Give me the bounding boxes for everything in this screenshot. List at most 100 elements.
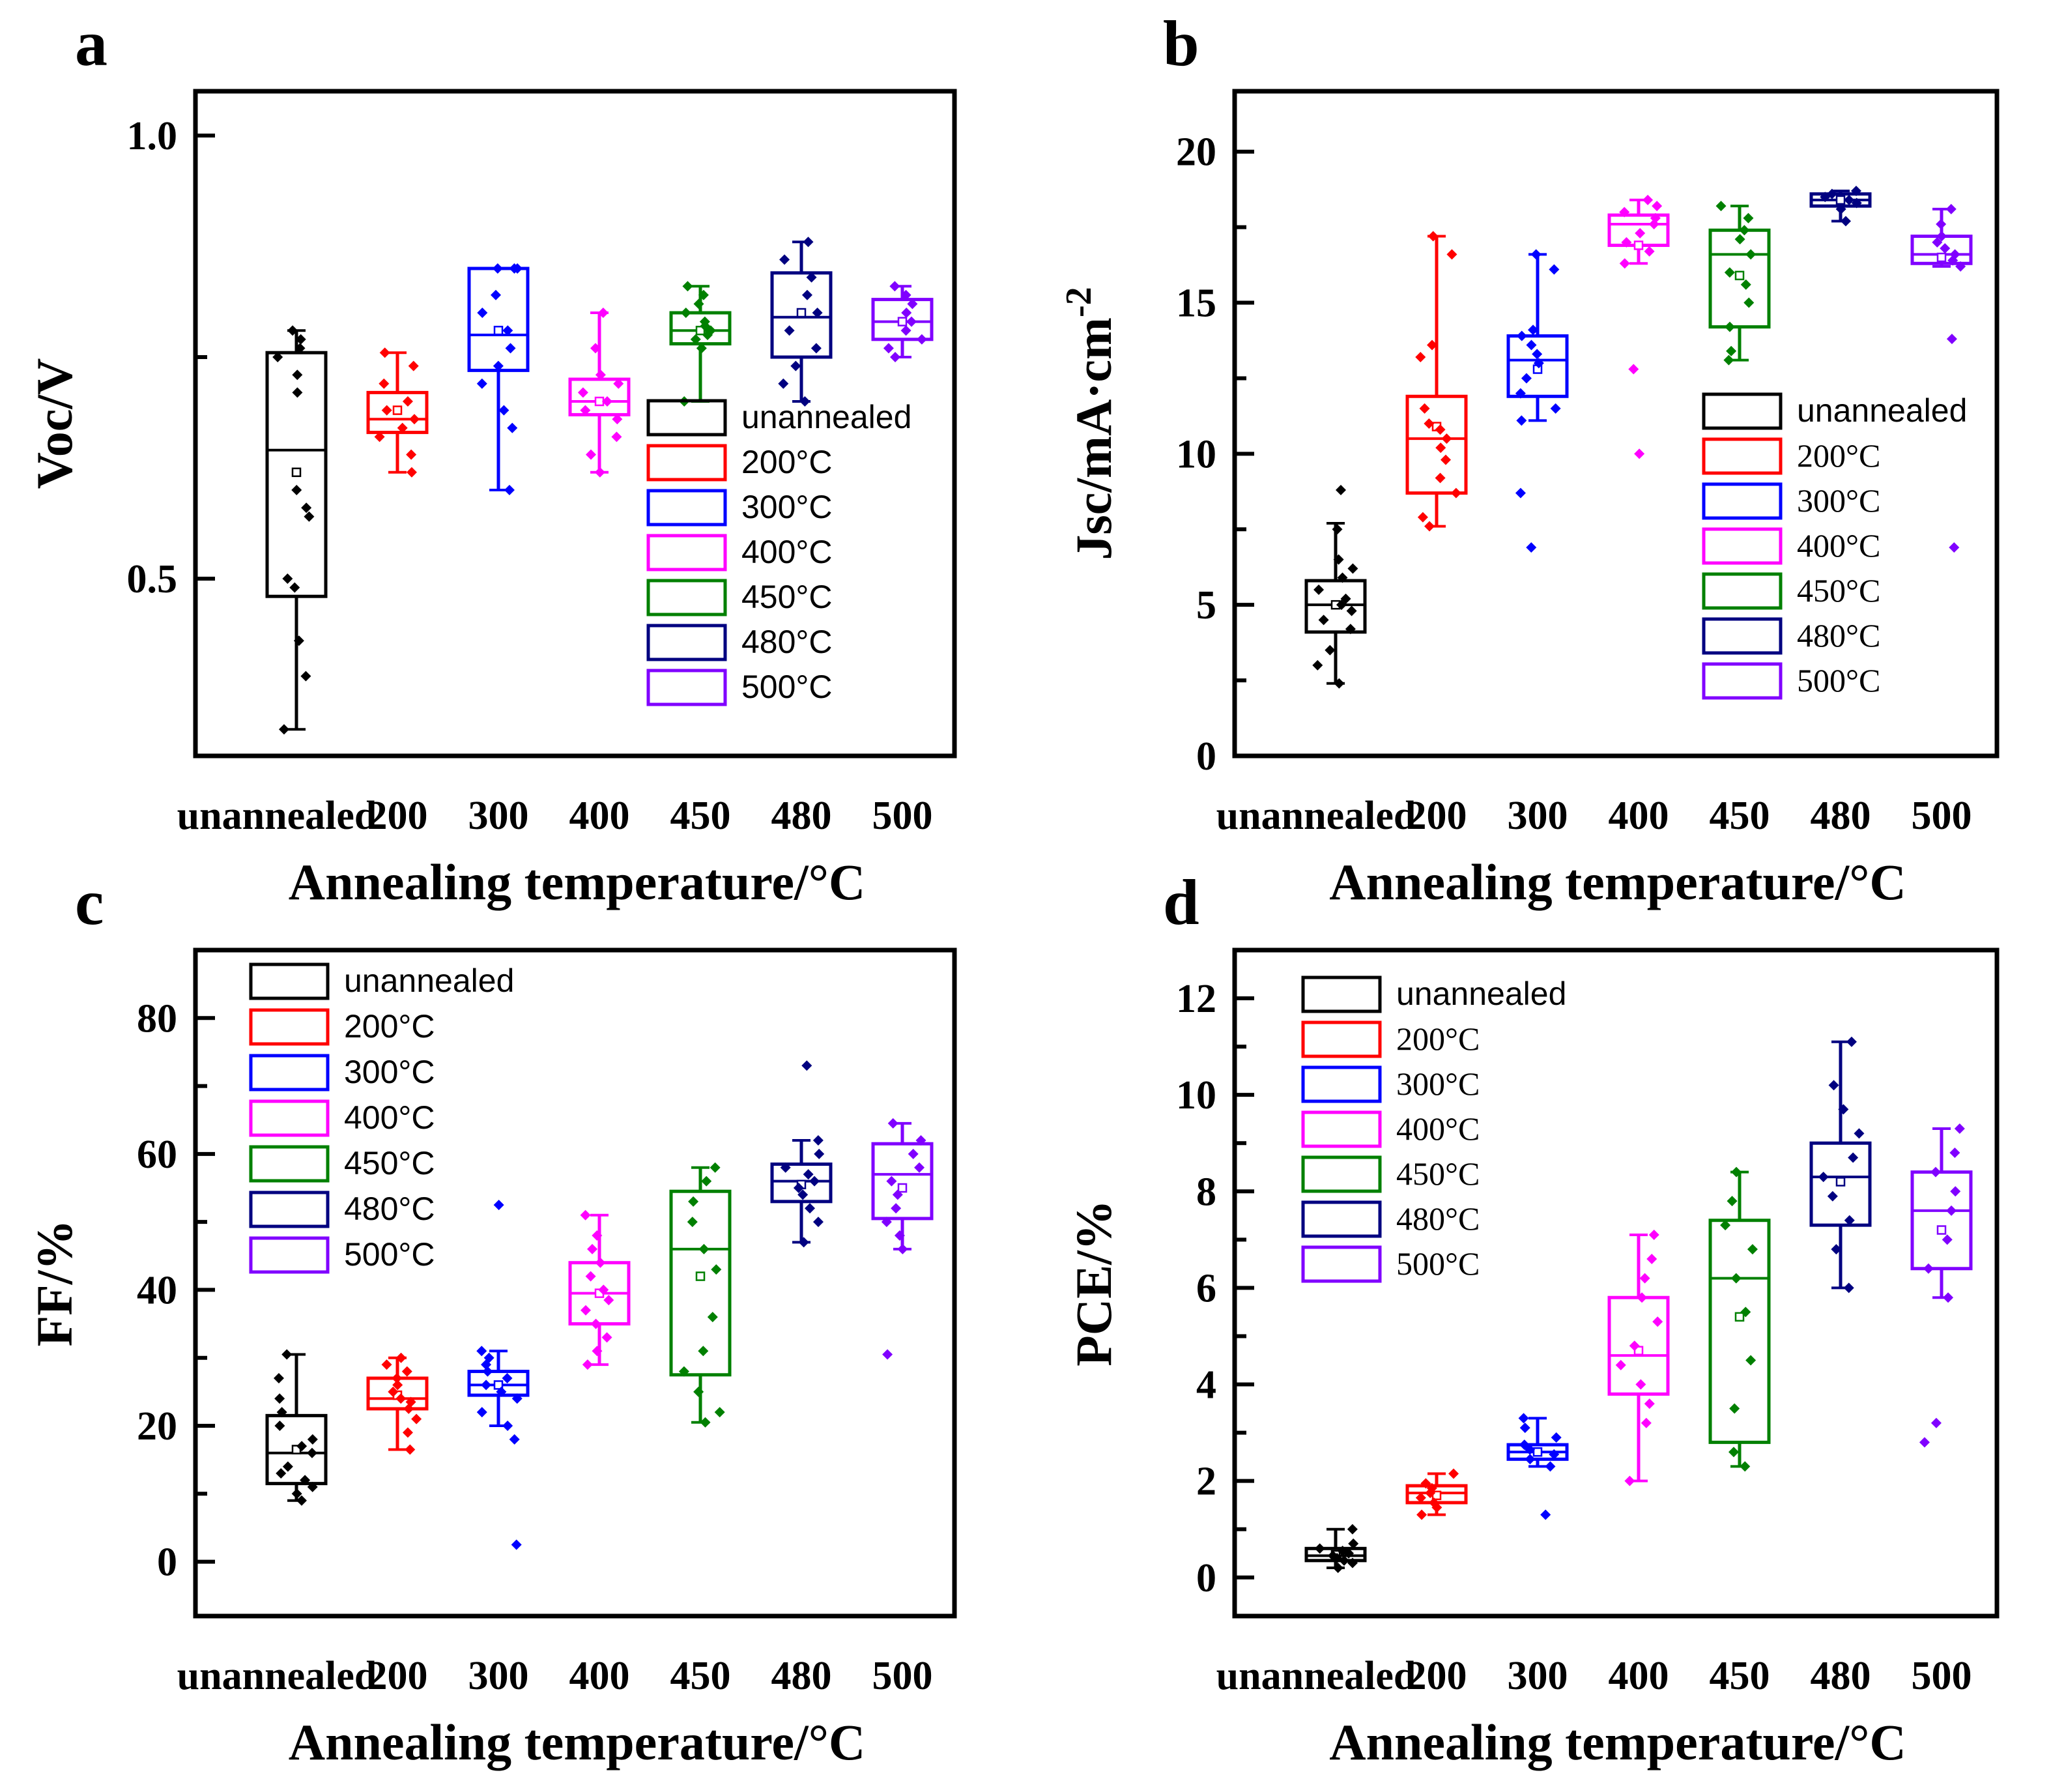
legend-label: 450°C	[344, 1145, 435, 1181]
x-tick-label: 300	[1508, 1654, 1568, 1698]
data-point	[812, 308, 823, 318]
data-point	[1720, 1220, 1731, 1231]
data-point	[587, 1243, 598, 1254]
data-point	[1528, 325, 1539, 336]
data-point	[483, 1352, 495, 1363]
data-point	[901, 308, 912, 318]
legend-swatch	[249, 1099, 330, 1137]
data-point	[1416, 1509, 1427, 1520]
data-point	[595, 1257, 606, 1268]
data-point	[1348, 1538, 1359, 1549]
data-point	[1615, 1359, 1626, 1370]
data-point	[289, 582, 300, 593]
data-point	[1628, 364, 1639, 375]
x-tick-label: unannealed	[177, 1654, 377, 1698]
data-point	[1335, 485, 1346, 495]
data-point	[810, 343, 822, 354]
mean-marker	[1734, 1312, 1745, 1322]
iqr-box	[669, 311, 732, 346]
data-point	[594, 467, 605, 478]
legend-label: 480°C	[1396, 1200, 1480, 1237]
data-point	[1949, 542, 1960, 553]
data-point	[1347, 1557, 1358, 1568]
data-point	[597, 308, 609, 318]
data-point	[1325, 644, 1336, 656]
x-tick-label: 300	[468, 1654, 529, 1698]
box-500	[871, 285, 934, 358]
legend-swatch	[1702, 662, 1783, 700]
data-point	[907, 298, 918, 310]
y-tick-label: 6	[1196, 1266, 1216, 1310]
data-point	[883, 343, 894, 354]
data-point	[1340, 593, 1351, 604]
y-tick-label: 2	[1196, 1460, 1216, 1504]
legend: unannealed 200°C 300°C 400°C 450°C 480°C 500°C	[646, 399, 911, 706]
data-point	[803, 237, 814, 248]
x-tick-label: 500	[1912, 1654, 1972, 1698]
data-point	[1724, 267, 1735, 278]
data-point	[1446, 249, 1457, 260]
data-point	[1424, 418, 1435, 429]
legend-label: 480°C	[741, 624, 833, 660]
data-point	[1441, 433, 1452, 444]
legend-swatch	[1702, 617, 1783, 655]
y-axis-title: FF/%	[26, 1220, 83, 1347]
y-tick-label: 1.0	[127, 114, 178, 158]
data-point	[1844, 1215, 1855, 1226]
data-point	[1419, 403, 1430, 414]
data-point	[1854, 1128, 1865, 1139]
data-point	[892, 1189, 903, 1200]
data-point	[1846, 1036, 1857, 1047]
x-tick-label: 200	[367, 1654, 428, 1698]
data-point	[1644, 246, 1655, 257]
data-point	[276, 1407, 287, 1418]
data-point	[1516, 330, 1527, 341]
legend-label: 300°C	[1797, 482, 1880, 519]
data-point	[698, 289, 709, 300]
data-point	[682, 281, 693, 292]
data-point	[1435, 424, 1446, 435]
data-point	[1515, 388, 1526, 399]
y-tick-label: 10	[1176, 432, 1216, 476]
data-point	[915, 1135, 926, 1146]
x-tick-label: 500	[1912, 794, 1972, 838]
box-200	[366, 1356, 429, 1451]
data-point	[395, 1393, 407, 1404]
legend-swatch	[249, 1008, 330, 1046]
x-tick-label: 400	[1609, 794, 1669, 838]
legend-label: 450°C	[741, 579, 833, 615]
x-tick-label: unannealed	[1216, 794, 1416, 838]
data-point	[379, 347, 390, 358]
data-point	[582, 1359, 593, 1370]
data-point	[592, 1230, 603, 1241]
x-tick-label: 450	[1710, 1654, 1770, 1698]
legend-label: unannealed	[1797, 392, 1967, 429]
box-unannealed	[1304, 522, 1367, 685]
box-300	[1506, 1417, 1569, 1468]
data-point	[296, 1441, 308, 1452]
legend-swatch	[646, 624, 727, 661]
data-point	[1740, 279, 1751, 290]
data-point	[476, 1407, 487, 1418]
data-point	[1515, 487, 1526, 499]
data-point	[1519, 1423, 1530, 1434]
x-tick-label: 480	[1811, 794, 1871, 838]
data-point	[490, 289, 501, 300]
data-point	[281, 1349, 293, 1360]
data-point	[1619, 207, 1630, 218]
x-tick-label: 200	[1407, 1654, 1467, 1698]
data-point	[699, 316, 710, 327]
data-point	[611, 431, 622, 442]
data-point	[1949, 249, 1960, 260]
x-axis-title: Annealing temperature/°C	[1329, 854, 1906, 910]
plot-frame	[193, 947, 957, 1619]
data-point	[693, 298, 704, 310]
data-point	[1729, 1403, 1740, 1414]
data-point	[1550, 403, 1561, 414]
data-point	[397, 422, 408, 433]
data-point	[603, 1295, 614, 1306]
legend-swatch	[646, 534, 727, 571]
iqr-box	[871, 1142, 934, 1221]
data-point	[680, 308, 691, 318]
